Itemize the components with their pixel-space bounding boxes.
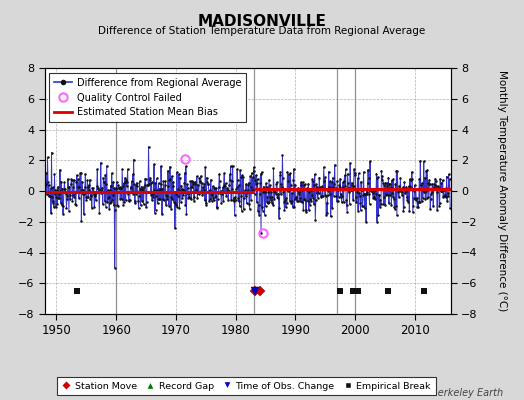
- Text: Berkeley Earth: Berkeley Earth: [431, 388, 503, 398]
- Y-axis label: Monthly Temperature Anomaly Difference (°C): Monthly Temperature Anomaly Difference (…: [497, 70, 507, 312]
- Text: Difference of Station Temperature Data from Regional Average: Difference of Station Temperature Data f…: [99, 26, 425, 36]
- Text: MADISONVILLE: MADISONVILLE: [198, 14, 326, 29]
- Legend: Station Move, Record Gap, Time of Obs. Change, Empirical Break: Station Move, Record Gap, Time of Obs. C…: [57, 377, 435, 395]
- Legend: Difference from Regional Average, Quality Control Failed, Estimated Station Mean: Difference from Regional Average, Qualit…: [49, 73, 246, 122]
